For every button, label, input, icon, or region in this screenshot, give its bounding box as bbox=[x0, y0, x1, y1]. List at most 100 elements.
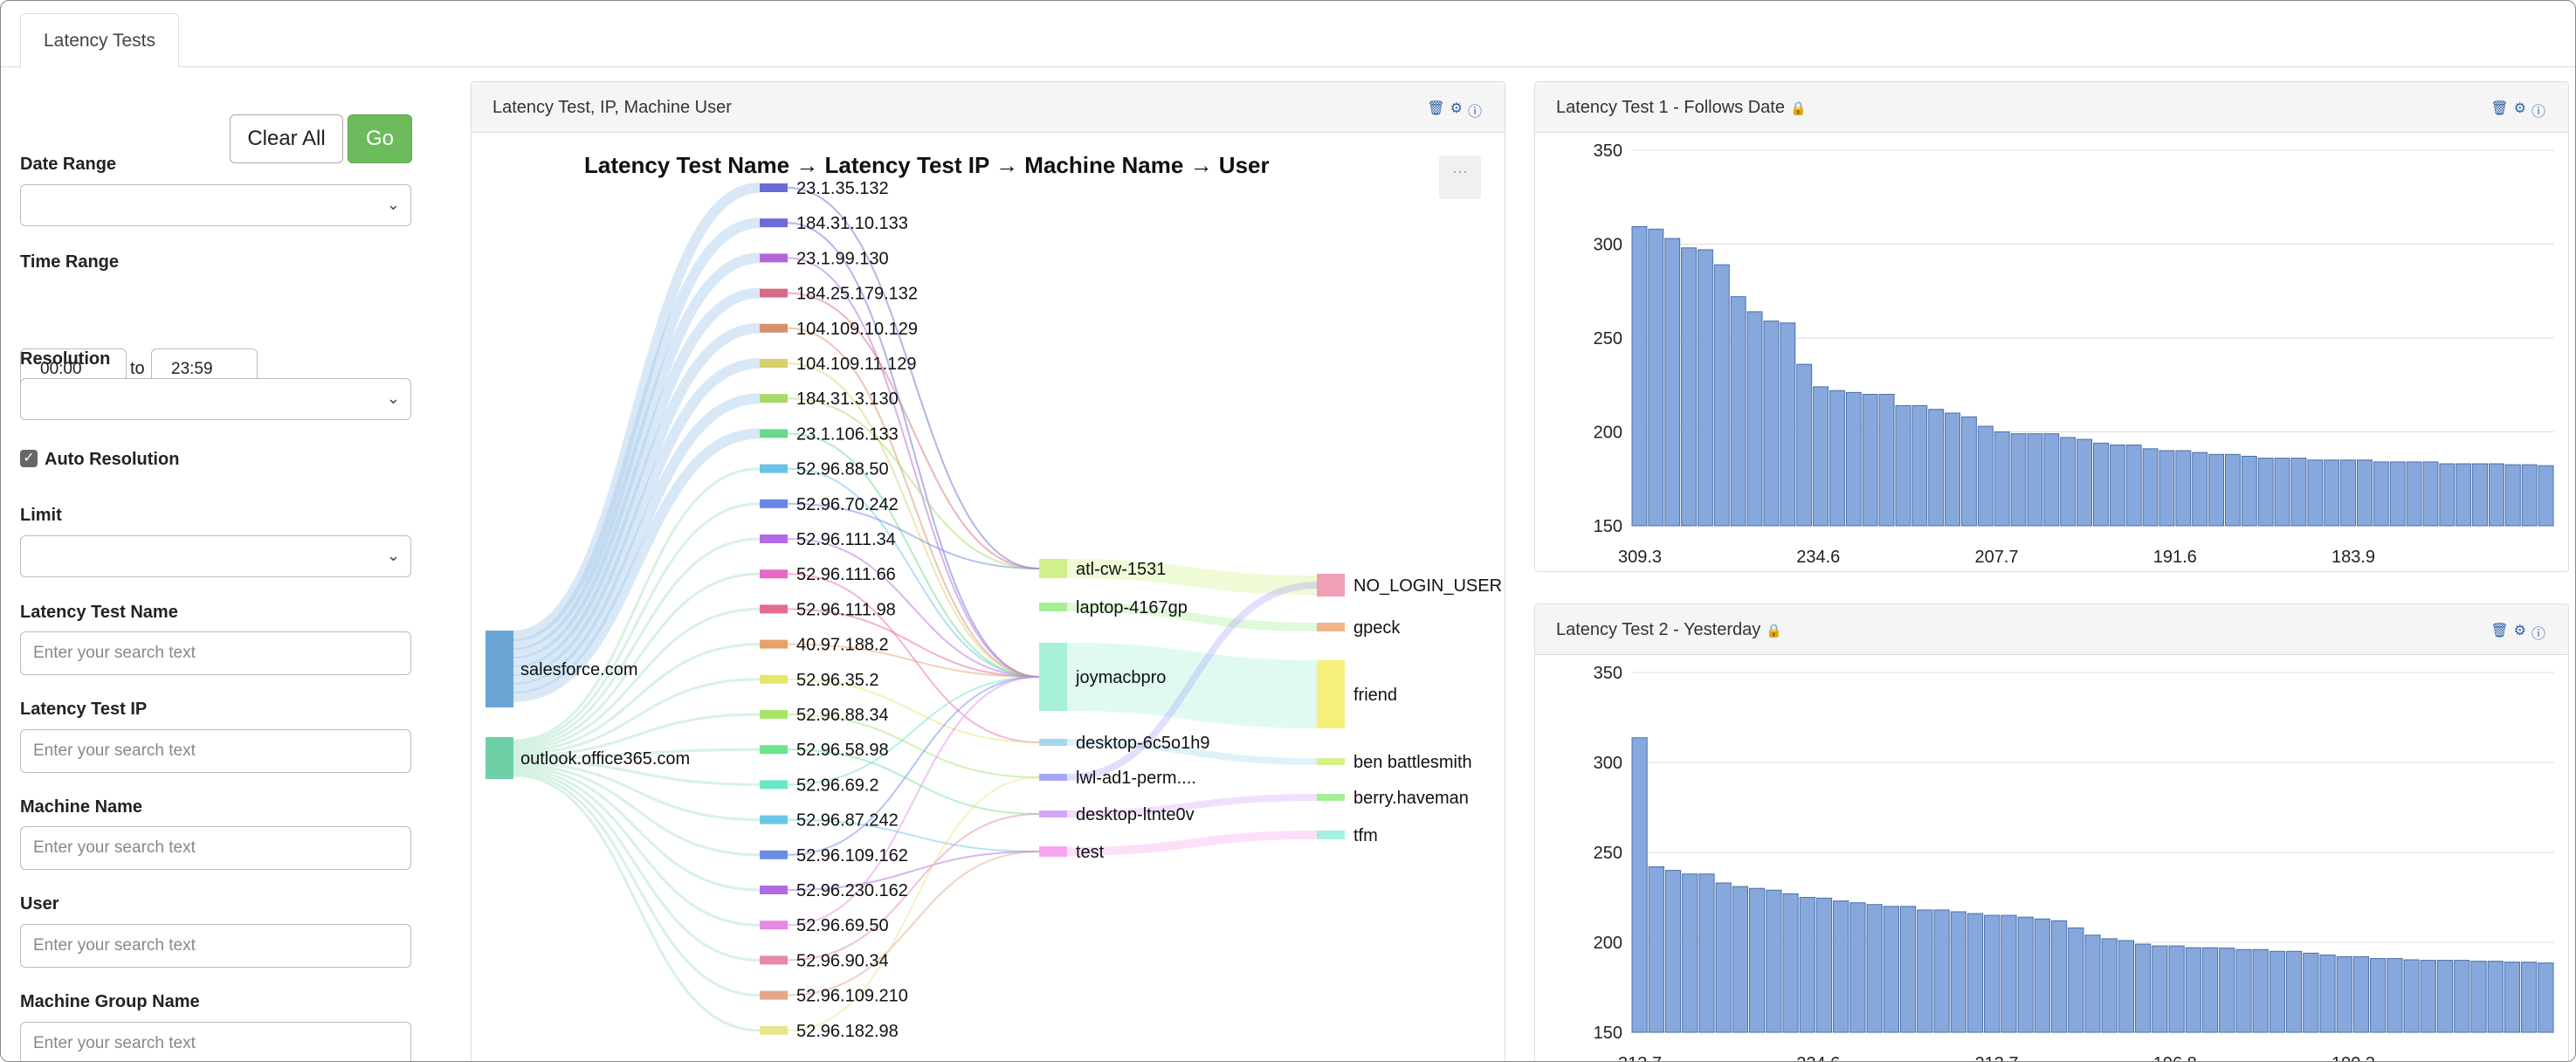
bar bbox=[2077, 438, 2092, 527]
sankey-link bbox=[513, 678, 761, 755]
sankey-link bbox=[513, 467, 761, 742]
sankey-node-label: joymacbpro bbox=[1075, 668, 1166, 687]
sankey-node-ip bbox=[760, 710, 788, 719]
bar bbox=[2538, 465, 2554, 527]
limit-select[interactable]: ⌄ bbox=[20, 535, 411, 577]
bar bbox=[2357, 459, 2373, 527]
latency-test-name-input[interactable] bbox=[20, 631, 411, 675]
sankey-node-label: atl-cw-1531 bbox=[1076, 560, 1166, 579]
trash-icon[interactable]: 🗑 bbox=[1427, 101, 1445, 116]
sankey-node-label: berry.haveman bbox=[1353, 789, 1469, 808]
gear-icon[interactable]: ⚙ bbox=[2513, 624, 2526, 638]
latency-test-ip-input[interactable] bbox=[20, 729, 411, 773]
sankey-node-ip bbox=[760, 183, 788, 192]
sankey-node-label: 52.96.69.50 bbox=[796, 916, 889, 935]
bar bbox=[2373, 461, 2389, 527]
sankey-node-machine bbox=[1039, 559, 1067, 578]
auto-resolution-checkbox[interactable]: ✓ bbox=[20, 450, 38, 467]
sankey-link bbox=[1066, 643, 1318, 728]
bar bbox=[2168, 945, 2185, 1033]
sankey-link bbox=[787, 676, 1040, 856]
bar bbox=[2001, 914, 2017, 1033]
y-tick-label: 200 bbox=[1594, 934, 1622, 953]
sankey-node-label: 52.96.111.34 bbox=[796, 530, 896, 549]
sankey-node-user bbox=[1317, 574, 1345, 597]
sankey-link bbox=[787, 678, 1040, 743]
user-input[interactable] bbox=[20, 924, 411, 968]
machine-name-input[interactable] bbox=[20, 826, 411, 870]
gear-icon[interactable]: ⚙ bbox=[2513, 101, 2526, 116]
sankey-link bbox=[787, 608, 1040, 678]
user-label: User bbox=[20, 894, 59, 914]
bar bbox=[2257, 458, 2274, 527]
bar bbox=[1698, 873, 1715, 1033]
sankey-link bbox=[787, 327, 1040, 678]
y-tick-label: 150 bbox=[1594, 1024, 1622, 1043]
sankey-node-user bbox=[1317, 794, 1345, 801]
more-icon[interactable]: ··· bbox=[1439, 155, 1481, 199]
sankey-node-label: 52.96.111.98 bbox=[796, 600, 896, 619]
bar bbox=[1845, 391, 1862, 527]
bar bbox=[2439, 463, 2455, 527]
time-from-value: 00:00 bbox=[40, 360, 82, 378]
bar bbox=[1664, 870, 1682, 1033]
bar bbox=[1945, 412, 1960, 527]
sankey-link bbox=[513, 183, 761, 641]
info-icon[interactable]: ⓘ bbox=[2531, 105, 2545, 120]
bar bbox=[1648, 228, 1664, 527]
sankey-node-label: 52.96.182.98 bbox=[796, 1022, 899, 1041]
tab-latency-tests[interactable]: Latency Tests bbox=[20, 13, 180, 68]
machine-name-label: Machine Name bbox=[20, 797, 143, 817]
sankey-link bbox=[787, 851, 1040, 891]
sankey-link bbox=[787, 676, 1040, 927]
bar bbox=[2017, 916, 2034, 1033]
sankey-node-user bbox=[1317, 660, 1345, 728]
resolution-label: Resolution bbox=[20, 349, 111, 369]
bar bbox=[2050, 920, 2068, 1033]
sankey-node-ip bbox=[760, 850, 788, 859]
sankey-node-user bbox=[1317, 623, 1345, 631]
date-range-select[interactable]: ⌄ bbox=[20, 184, 411, 226]
sankey-node-ip bbox=[760, 745, 788, 755]
info-icon[interactable]: ⓘ bbox=[2531, 627, 2545, 642]
machine-group-name-input[interactable] bbox=[20, 1022, 411, 1061]
sankey-panel: Latency Test, IP, Machine User 🗑 ⚙ ⓘ Lat… bbox=[471, 81, 1505, 1061]
info-icon[interactable]: ⓘ bbox=[1467, 105, 1482, 120]
panel-header: Latency Test 1 - Follows Date 🔒 🗑 ⚙ ⓘ bbox=[1535, 82, 2568, 133]
go-button[interactable]: Go bbox=[348, 114, 412, 163]
time-range-label: Time Range bbox=[20, 252, 119, 272]
trash-icon[interactable]: 🗑 bbox=[2490, 101, 2509, 116]
bar bbox=[1763, 321, 1780, 527]
clear-all-button[interactable]: Clear All bbox=[230, 114, 343, 163]
y-tick-label: 250 bbox=[1594, 329, 1622, 348]
bar bbox=[1746, 311, 1763, 527]
chart-panel-1: Latency Test 1 - Follows Date 🔒 🗑 ⚙ ⓘ 150… bbox=[1534, 81, 2569, 572]
sankey-link bbox=[787, 643, 1040, 678]
bar bbox=[2274, 458, 2290, 527]
sankey-node-label: 23.1.35.132 bbox=[796, 179, 889, 198]
bar bbox=[2252, 948, 2269, 1033]
sankey-node-label: desktop-ltnte0v bbox=[1076, 805, 1195, 824]
bar bbox=[1866, 904, 1883, 1033]
y-tick-label: 250 bbox=[1594, 844, 1622, 863]
sankey-link bbox=[787, 676, 1040, 786]
bar bbox=[2521, 962, 2538, 1033]
panel-title: Latency Test 2 - Yesterday 🔒 bbox=[1556, 620, 1782, 640]
bar bbox=[2010, 433, 2027, 527]
resolution-select[interactable]: ⌄ bbox=[20, 378, 411, 420]
bar bbox=[1780, 322, 1796, 527]
bar bbox=[2455, 463, 2472, 527]
sankey-node-label: NO_LOGIN_USER bbox=[1353, 576, 1502, 596]
sankey-link bbox=[787, 187, 1040, 569]
bar bbox=[1648, 865, 1664, 1033]
trash-icon[interactable]: 🗑 bbox=[2490, 624, 2509, 638]
bar bbox=[1994, 431, 2010, 527]
sankey-link bbox=[513, 322, 761, 676]
sankey-link bbox=[513, 772, 761, 997]
gear-icon[interactable]: ⚙ bbox=[1450, 101, 1463, 116]
bar bbox=[1664, 238, 1681, 527]
bar bbox=[1631, 737, 1648, 1033]
limit-label: Limit bbox=[20, 506, 62, 525]
bar bbox=[2389, 461, 2406, 527]
sankey-node-machine bbox=[1039, 846, 1067, 857]
